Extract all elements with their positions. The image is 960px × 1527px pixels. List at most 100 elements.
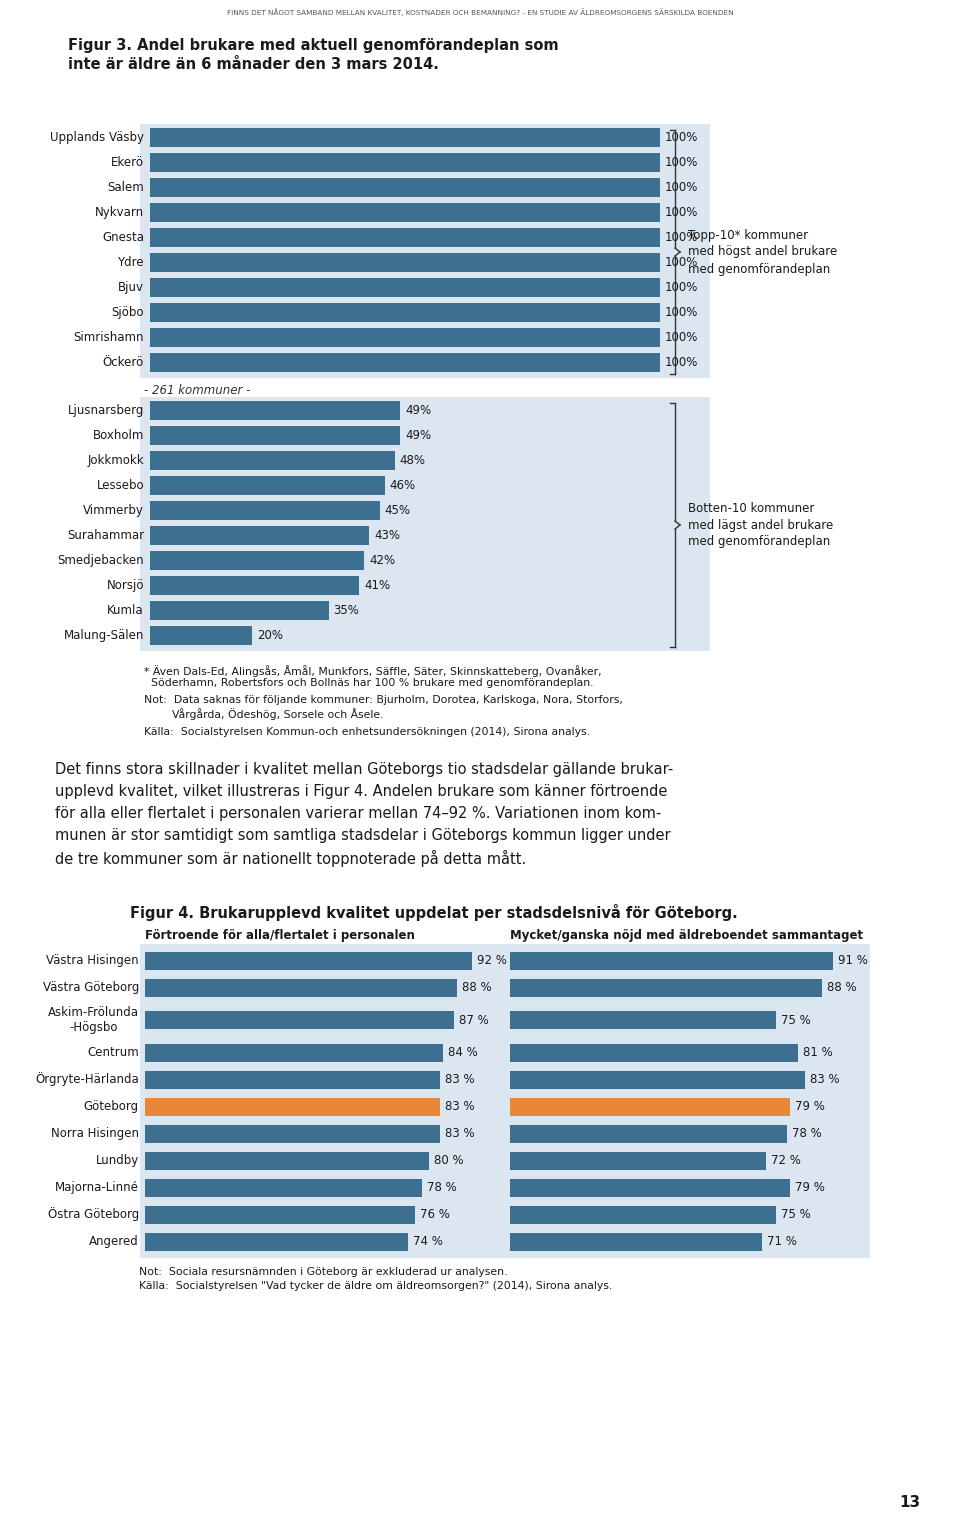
Text: 88 %: 88 % [828, 980, 857, 994]
Text: 83 %: 83 % [809, 1073, 839, 1086]
Text: 20%: 20% [257, 629, 283, 641]
Bar [150, 302, 660, 322]
Text: * Även Dals-Ed, Alingsås, Åmål, Munkfors, Säffle, Säter, Skinnskatteberg, Ovanåk: * Även Dals-Ed, Alingsås, Åmål, Munkfors… [144, 664, 602, 676]
Text: Förtroende för alla/flertalet i personalen: Förtroende för alla/flertalet i personal… [145, 928, 415, 942]
Text: 79 %: 79 % [796, 1180, 826, 1194]
Text: Öckerö: Öckerö [103, 356, 144, 370]
Text: 83 %: 83 % [444, 1127, 474, 1141]
Text: 78 %: 78 % [792, 1127, 822, 1141]
Text: 72 %: 72 % [771, 1154, 801, 1167]
Text: 100%: 100% [665, 156, 698, 169]
Bar [510, 1205, 777, 1223]
Bar [510, 951, 833, 970]
Text: Jokkmokk: Jokkmokk [87, 454, 144, 467]
Text: Vårgårda, Ödeshög, Sorsele och Åsele.: Vårgårda, Ödeshög, Sorsele och Åsele. [144, 709, 383, 719]
Text: 49%: 49% [405, 429, 431, 441]
Text: munen är stor samtidigt som samtliga stadsdelar i Göteborgs kommun ligger under: munen är stor samtidigt som samtliga sta… [55, 828, 671, 843]
Text: Göteborg: Göteborg [84, 1099, 139, 1113]
Text: 83 %: 83 % [444, 1073, 474, 1086]
Text: 75 %: 75 % [781, 1014, 811, 1026]
Text: Figur 3. Andel brukare med aktuell genomförandeplan som
inte är äldre än 6 månad: Figur 3. Andel brukare med aktuell genom… [68, 38, 559, 72]
Bar [150, 203, 660, 221]
Bar [150, 153, 660, 173]
Bar [150, 402, 400, 420]
Text: 84 %: 84 % [448, 1046, 478, 1060]
Text: Simrishamn: Simrishamn [74, 331, 144, 344]
Bar [145, 979, 457, 997]
Text: FINNS DET NÅGOT SAMBAND MELLAN KVALITET, KOSTNADER OCH BEMANNING? - EN STUDIE AV: FINNS DET NÅGOT SAMBAND MELLAN KVALITET,… [227, 8, 733, 15]
Text: Sjöbo: Sjöbo [111, 305, 144, 319]
Text: 100%: 100% [665, 182, 698, 194]
Bar [150, 328, 660, 347]
Text: Boxholm: Boxholm [92, 429, 144, 441]
Bar [150, 278, 660, 296]
Text: 92 %: 92 % [476, 954, 507, 967]
Text: Lundby: Lundby [96, 1154, 139, 1167]
Text: 45%: 45% [385, 504, 411, 518]
Text: Mycket/ganska nöjd med äldreboendet sammantaget: Mycket/ganska nöjd med äldreboendet samm… [510, 928, 863, 942]
Text: Norsjö: Norsjö [107, 579, 144, 592]
Text: 100%: 100% [665, 257, 698, 269]
Text: 78 %: 78 % [427, 1180, 457, 1194]
Text: 91 %: 91 % [838, 954, 868, 967]
Bar [140, 124, 710, 379]
Text: 100%: 100% [665, 206, 698, 218]
Bar [510, 1232, 762, 1251]
Bar [140, 397, 710, 651]
Bar [145, 1098, 440, 1116]
Text: Gnesta: Gnesta [102, 231, 144, 244]
Bar [145, 1011, 454, 1029]
Bar [510, 1011, 777, 1029]
Text: Källa:  Socialstyrelsen Kommun-och enhetsundersökningen (2014), Sirona analys.: Källa: Socialstyrelsen Kommun-och enhets… [144, 727, 590, 738]
Bar [150, 426, 400, 444]
Text: Askim-Frölunda
-Högsbo: Askim-Frölunda -Högsbo [48, 1006, 139, 1034]
Text: 48%: 48% [399, 454, 426, 467]
Bar [145, 1043, 444, 1061]
Bar [140, 944, 870, 1258]
Bar [150, 576, 359, 596]
Text: Majorna-Linné: Majorna-Linné [55, 1180, 139, 1194]
Bar [150, 551, 364, 570]
Text: Salem: Salem [108, 182, 144, 194]
Text: 100%: 100% [665, 231, 698, 244]
Text: 41%: 41% [364, 579, 390, 592]
Text: Västra Hisingen: Västra Hisingen [46, 954, 139, 967]
Bar [150, 525, 370, 545]
Text: 43%: 43% [374, 528, 400, 542]
Bar [145, 1232, 408, 1251]
Text: Västra Göteborg: Västra Göteborg [42, 980, 139, 994]
Text: Lessebo: Lessebo [96, 479, 144, 492]
Text: 100%: 100% [665, 331, 698, 344]
Text: Vimmerby: Vimmerby [84, 504, 144, 518]
Text: 81 %: 81 % [803, 1046, 832, 1060]
Text: 49%: 49% [405, 405, 431, 417]
Text: de tre kommuner som är nationellt toppnoterade på detta mått.: de tre kommuner som är nationellt toppno… [55, 851, 526, 867]
Bar [145, 1151, 429, 1170]
Text: 42%: 42% [370, 554, 396, 567]
Text: 35%: 35% [333, 605, 359, 617]
Text: Surahammar: Surahammar [67, 528, 144, 542]
Text: 75 %: 75 % [781, 1208, 811, 1222]
Bar [150, 228, 660, 247]
Text: Not:  Sociala resursnämnden i Göteborg är exkluderad ur analysen.: Not: Sociala resursnämnden i Göteborg är… [139, 1267, 508, 1277]
Text: 100%: 100% [665, 131, 698, 144]
Bar [145, 1179, 421, 1197]
Bar [510, 1043, 798, 1061]
Text: upplevd kvalitet, vilket illustreras i Figur 4. Andelen brukare som känner förtr: upplevd kvalitet, vilket illustreras i F… [55, 783, 667, 799]
Bar [145, 1070, 440, 1089]
Text: Smedjebacken: Smedjebacken [58, 554, 144, 567]
Text: Upplands Väsby: Upplands Väsby [50, 131, 144, 144]
Text: 79 %: 79 % [796, 1099, 826, 1113]
Bar [150, 501, 379, 521]
Bar [150, 128, 660, 147]
Text: 100%: 100% [665, 281, 698, 295]
Bar [150, 450, 395, 470]
Bar [510, 979, 823, 997]
Bar [510, 1179, 790, 1197]
Text: Not:  Data saknas för följande kommuner: Bjurholm, Dorotea, Karlskoga, Nora, Sto: Not: Data saknas för följande kommuner: … [144, 695, 623, 705]
Text: Örgryte-Härlanda: Örgryte-Härlanda [36, 1072, 139, 1087]
Text: Ljusnarsberg: Ljusnarsberg [67, 405, 144, 417]
Text: Kumla: Kumla [108, 605, 144, 617]
Bar [510, 1070, 804, 1089]
Text: 100%: 100% [665, 305, 698, 319]
